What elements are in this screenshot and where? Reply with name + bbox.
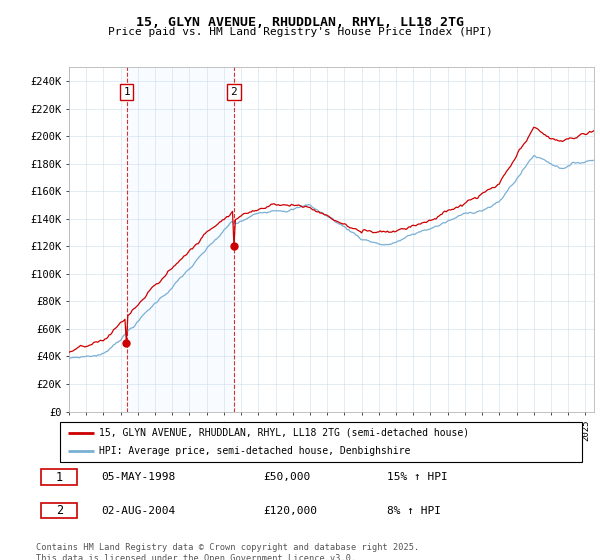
Text: 15% ↑ HPI: 15% ↑ HPI: [387, 472, 448, 482]
Text: 2: 2: [230, 87, 237, 97]
Text: 02-AUG-2004: 02-AUG-2004: [101, 506, 175, 516]
FancyBboxPatch shape: [41, 503, 77, 518]
Text: 1: 1: [123, 87, 130, 97]
Bar: [127, 67, 234, 412]
Text: HPI: Average price, semi-detached house, Denbighshire: HPI: Average price, semi-detached house,…: [99, 446, 410, 456]
Text: Price paid vs. HM Land Registry's House Price Index (HPI): Price paid vs. HM Land Registry's House …: [107, 27, 493, 37]
Text: 1: 1: [56, 470, 63, 483]
Text: 05-MAY-1998: 05-MAY-1998: [101, 472, 175, 482]
FancyBboxPatch shape: [41, 469, 77, 485]
Text: 2: 2: [56, 504, 63, 517]
FancyBboxPatch shape: [60, 422, 582, 462]
Text: £50,000: £50,000: [263, 472, 310, 482]
Text: £120,000: £120,000: [263, 506, 317, 516]
Text: 15, GLYN AVENUE, RHUDDLAN, RHYL, LL18 2TG (semi-detached house): 15, GLYN AVENUE, RHUDDLAN, RHYL, LL18 2T…: [99, 428, 469, 437]
Text: Contains HM Land Registry data © Crown copyright and database right 2025.
This d: Contains HM Land Registry data © Crown c…: [36, 543, 419, 560]
Text: 15, GLYN AVENUE, RHUDDLAN, RHYL, LL18 2TG: 15, GLYN AVENUE, RHUDDLAN, RHYL, LL18 2T…: [136, 16, 464, 29]
Text: 8% ↑ HPI: 8% ↑ HPI: [387, 506, 441, 516]
